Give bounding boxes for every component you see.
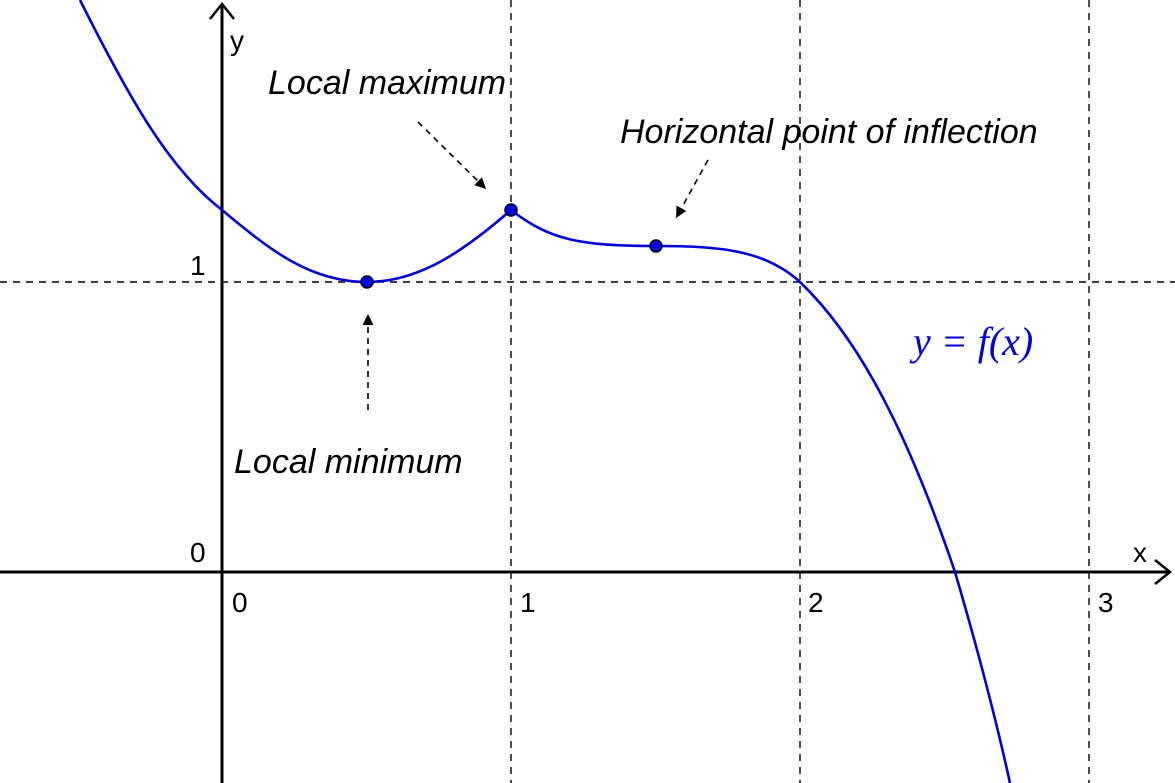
x-tick-label-0: 0 <box>232 587 248 618</box>
point-local-minimum <box>360 275 374 289</box>
annotation-inflection: Horizontal point of inflection <box>620 113 1038 151</box>
y-axis-arrowhead <box>209 1 235 20</box>
curve-f-of-x <box>78 0 1012 783</box>
annotation-local-minimum: Local minimum <box>234 443 463 481</box>
x-tick-label-1: 1 <box>520 587 536 618</box>
arrow-inflection <box>675 159 709 219</box>
curve-label: y = f(x) <box>909 319 1033 364</box>
y-axis-label: y <box>230 25 244 56</box>
origin-label: 0 <box>190 537 206 568</box>
arrow-local-maximum <box>417 121 487 190</box>
x-tick-label-2: 2 <box>808 587 824 618</box>
x-tick-label-3: 3 <box>1098 587 1114 618</box>
x-axis-label: x <box>1133 537 1147 568</box>
annotation-local-maximum: Local maximum <box>268 64 506 102</box>
point-local-maximum <box>504 203 518 217</box>
x-axis-arrowhead <box>1154 559 1173 585</box>
y-tick-label-1: 1 <box>190 250 206 281</box>
point-inflection <box>649 239 663 253</box>
